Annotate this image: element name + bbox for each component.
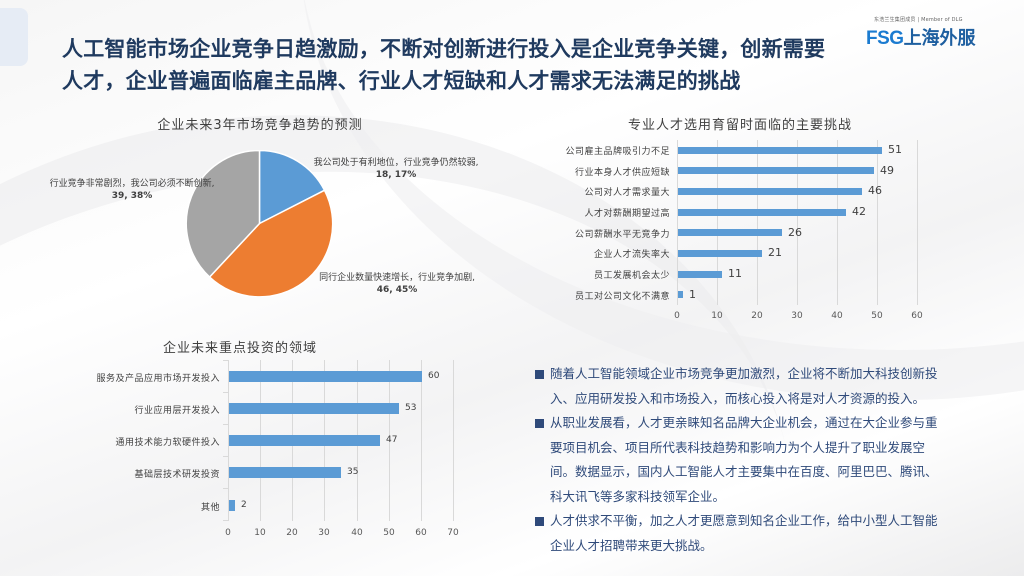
gridline bbox=[797, 140, 798, 305]
bar-challenge-5 bbox=[678, 229, 782, 236]
insights-list: 随着人工智能领域企业市场竞争更加激烈，企业将不断加大科技创新投 入、应用研发投入… bbox=[533, 362, 963, 558]
x-tick: 30 bbox=[791, 311, 803, 321]
y-axis bbox=[677, 140, 678, 305]
x-tick: 40 bbox=[351, 528, 363, 538]
bar-value: 47 bbox=[386, 435, 398, 445]
logo-subtext: 东浩兰生集团成员 | Member of DLG bbox=[874, 17, 963, 23]
insight-item: 人才供求不平衡，加之人才更愿意到知名企业工作，给中小型人工智能 企业人才招聘带来… bbox=[533, 509, 963, 558]
pie-label-fierce: 行业竞争非常剧烈，我公司必须不断创新, 39, 38% bbox=[49, 179, 215, 201]
square-bullet-icon bbox=[535, 370, 544, 379]
page-title: 人工智能市场企业竞争日趋激励，不断对创新进行投入是企业竞争关键，创新需要 人才，… bbox=[62, 33, 852, 97]
bar-value: 2 bbox=[241, 500, 247, 510]
challenges-chart-title: 专业人才选用育留时面临的主要挑战 bbox=[627, 118, 852, 133]
x-tick: 20 bbox=[751, 311, 763, 321]
bar-value: 11 bbox=[728, 267, 742, 280]
bar-investment-5 bbox=[229, 500, 235, 511]
bar-value: 1 bbox=[689, 288, 696, 301]
x-tick: 0 bbox=[225, 528, 231, 538]
bar-investment-3 bbox=[229, 435, 380, 446]
bar-challenge-3 bbox=[678, 188, 862, 195]
square-bullet-icon bbox=[535, 419, 544, 428]
x-tick: 60 bbox=[415, 528, 427, 538]
bar-label: 企业人才流失率大 bbox=[593, 250, 670, 260]
bar-challenge-6 bbox=[678, 250, 762, 257]
logo-cn: 上海外服 bbox=[903, 28, 976, 49]
gridline bbox=[421, 360, 422, 521]
pie-chart-title: 企业未来3年市场竞争趋势的预测 bbox=[157, 118, 363, 133]
page-title-line2: 人才，企业普遍面临雇主品牌、行业人才短缺和人才需求无法满足的挑战 bbox=[62, 69, 741, 93]
bar-investment-1 bbox=[229, 371, 422, 382]
bar-label: 其他 bbox=[200, 503, 220, 513]
bar-investment-2 bbox=[229, 403, 399, 414]
bar-challenge-4 bbox=[678, 209, 846, 216]
bar-label: 员工对公司文化不满意 bbox=[574, 292, 670, 302]
pie-label-favorable: 我公司处于有利地位，行业竞争仍然较弱, 18, 17% bbox=[313, 158, 479, 180]
insight-item: 从职业发展看，人才更亲睐知名品牌大企业机会，通过在大企业参与重 要项目机会、项目… bbox=[533, 411, 963, 509]
bar-label: 行业本身人才供应短缺 bbox=[574, 168, 670, 178]
gridline bbox=[837, 140, 838, 305]
gridline bbox=[877, 140, 878, 305]
bar-value: 46 bbox=[868, 184, 882, 197]
gridline bbox=[757, 140, 758, 305]
pie-slice-fierce bbox=[185, 149, 261, 279]
investment-chart-title: 企业未来重点投资的领域 bbox=[162, 341, 317, 356]
bar-label: 人才对薪酬期望过高 bbox=[584, 209, 670, 219]
insight-item: 随着人工智能领域企业市场竞争更加激烈，企业将不断加大科技创新投 入、应用研发投入… bbox=[533, 362, 963, 411]
challenges-bar-chart: 51 49 46 42 26 21 11 1 bbox=[677, 140, 922, 305]
x-tick: 10 bbox=[711, 311, 723, 321]
y-tick bbox=[223, 488, 228, 489]
gridline bbox=[389, 360, 390, 521]
bar-value: 42 bbox=[852, 205, 866, 218]
x-tick: 60 bbox=[911, 311, 923, 321]
y-tick bbox=[223, 360, 228, 361]
bar-label: 公司对人才需求量大 bbox=[584, 188, 670, 198]
x-tick: 20 bbox=[286, 528, 298, 538]
pie-slice-intensifying bbox=[208, 189, 334, 298]
bar-value: 35 bbox=[347, 467, 359, 477]
y-tick bbox=[223, 520, 228, 521]
gridline bbox=[717, 140, 718, 305]
bar-label: 通用技术能力软硬件投入 bbox=[115, 438, 220, 448]
corner-decoration bbox=[0, 8, 28, 66]
x-tick: 50 bbox=[871, 311, 883, 321]
bar-label: 公司薪酬水平无竞争力 bbox=[574, 230, 670, 240]
page-title-line1: 人工智能市场企业竞争日趋激励，不断对创新进行投入是企业竞争关键，创新需要 bbox=[62, 37, 826, 61]
bar-label: 服务及产品应用市场开发投入 bbox=[96, 374, 220, 384]
pie-chart bbox=[185, 149, 334, 298]
x-tick: 30 bbox=[318, 528, 330, 538]
company-logo: 东浩兰生集团成员 | Member of DLG FSG上海外服 bbox=[866, 16, 1016, 50]
bar-challenge-1 bbox=[678, 147, 882, 154]
bar-value: 60 bbox=[428, 371, 440, 381]
bar-value: 49 bbox=[880, 164, 894, 177]
x-tick: 40 bbox=[831, 311, 843, 321]
pie-svg bbox=[185, 149, 334, 298]
y-axis bbox=[228, 360, 229, 521]
x-tick: 10 bbox=[254, 528, 266, 538]
investment-bar-chart: 60 53 47 35 2 bbox=[223, 360, 458, 521]
square-bullet-icon bbox=[535, 517, 544, 526]
bar-label: 员工发展机会太少 bbox=[593, 271, 670, 281]
pie-slice-favorable bbox=[258, 149, 326, 225]
bar-challenge-7 bbox=[678, 271, 722, 278]
y-tick bbox=[223, 392, 228, 393]
bar-label: 公司雇主品牌吸引力不足 bbox=[565, 147, 670, 157]
x-tick: 70 bbox=[447, 528, 459, 538]
bar-investment-4 bbox=[229, 467, 341, 478]
pie-label-intensifying: 同行企业数量快速增长，行业竞争加剧, 46, 45% bbox=[319, 273, 475, 295]
x-tick: 0 bbox=[674, 311, 680, 321]
x-tick: 50 bbox=[383, 528, 395, 538]
bar-challenge-2 bbox=[678, 167, 874, 174]
bar-challenge-8 bbox=[678, 291, 683, 298]
gridline bbox=[917, 140, 918, 305]
bar-value: 53 bbox=[405, 403, 417, 413]
y-tick bbox=[223, 424, 228, 425]
bar-value: 26 bbox=[788, 226, 802, 239]
bar-label: 行业应用层开发投入 bbox=[134, 406, 220, 416]
y-tick bbox=[223, 456, 228, 457]
logo-fsg: FSG bbox=[866, 28, 904, 49]
bar-value: 51 bbox=[888, 143, 902, 156]
bar-label: 基础层技术研发投资 bbox=[134, 470, 220, 480]
bar-value: 21 bbox=[768, 246, 782, 259]
gridline bbox=[453, 360, 454, 521]
